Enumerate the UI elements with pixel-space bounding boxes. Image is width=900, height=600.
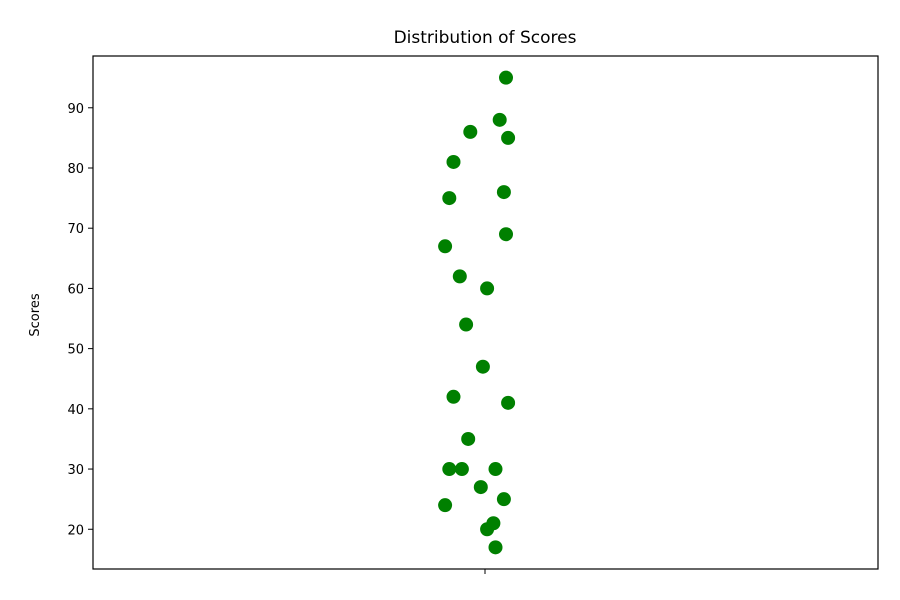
data-point [499, 227, 513, 242]
data-point [452, 269, 467, 284]
y-axis: 20 30 40 50 60 70 80 90 [67, 102, 93, 538]
data-point [480, 522, 495, 537]
chart-title: Distribution of Scores [394, 28, 577, 48]
data-point [499, 70, 513, 85]
y-tick-label: 30 [67, 463, 84, 478]
data-point [473, 480, 488, 495]
data-point [459, 317, 474, 332]
y-axis-label: Scores [28, 293, 43, 336]
data-point [501, 130, 516, 145]
data-point [488, 462, 503, 477]
data-point [496, 492, 511, 507]
data-point [438, 498, 453, 513]
y-tick-label: 60 [67, 282, 84, 297]
data-point [501, 395, 516, 410]
data-points [438, 70, 516, 555]
data-point [461, 431, 476, 446]
data-point [442, 462, 457, 477]
data-point [446, 154, 461, 169]
y-tick-label: 70 [67, 222, 84, 237]
data-point [454, 462, 469, 477]
data-point [496, 185, 511, 200]
data-point [438, 239, 453, 254]
data-point [463, 124, 478, 139]
y-tick-label: 40 [67, 403, 84, 418]
data-point [475, 359, 490, 374]
y-tick-label: 20 [67, 523, 84, 538]
data-point [492, 112, 507, 127]
data-point [446, 389, 461, 404]
y-tick-label: 90 [67, 102, 84, 117]
data-point [442, 191, 457, 206]
data-point [480, 281, 495, 296]
y-tick-label: 80 [67, 162, 84, 177]
data-point [488, 540, 503, 555]
y-tick-label: 50 [67, 343, 84, 358]
